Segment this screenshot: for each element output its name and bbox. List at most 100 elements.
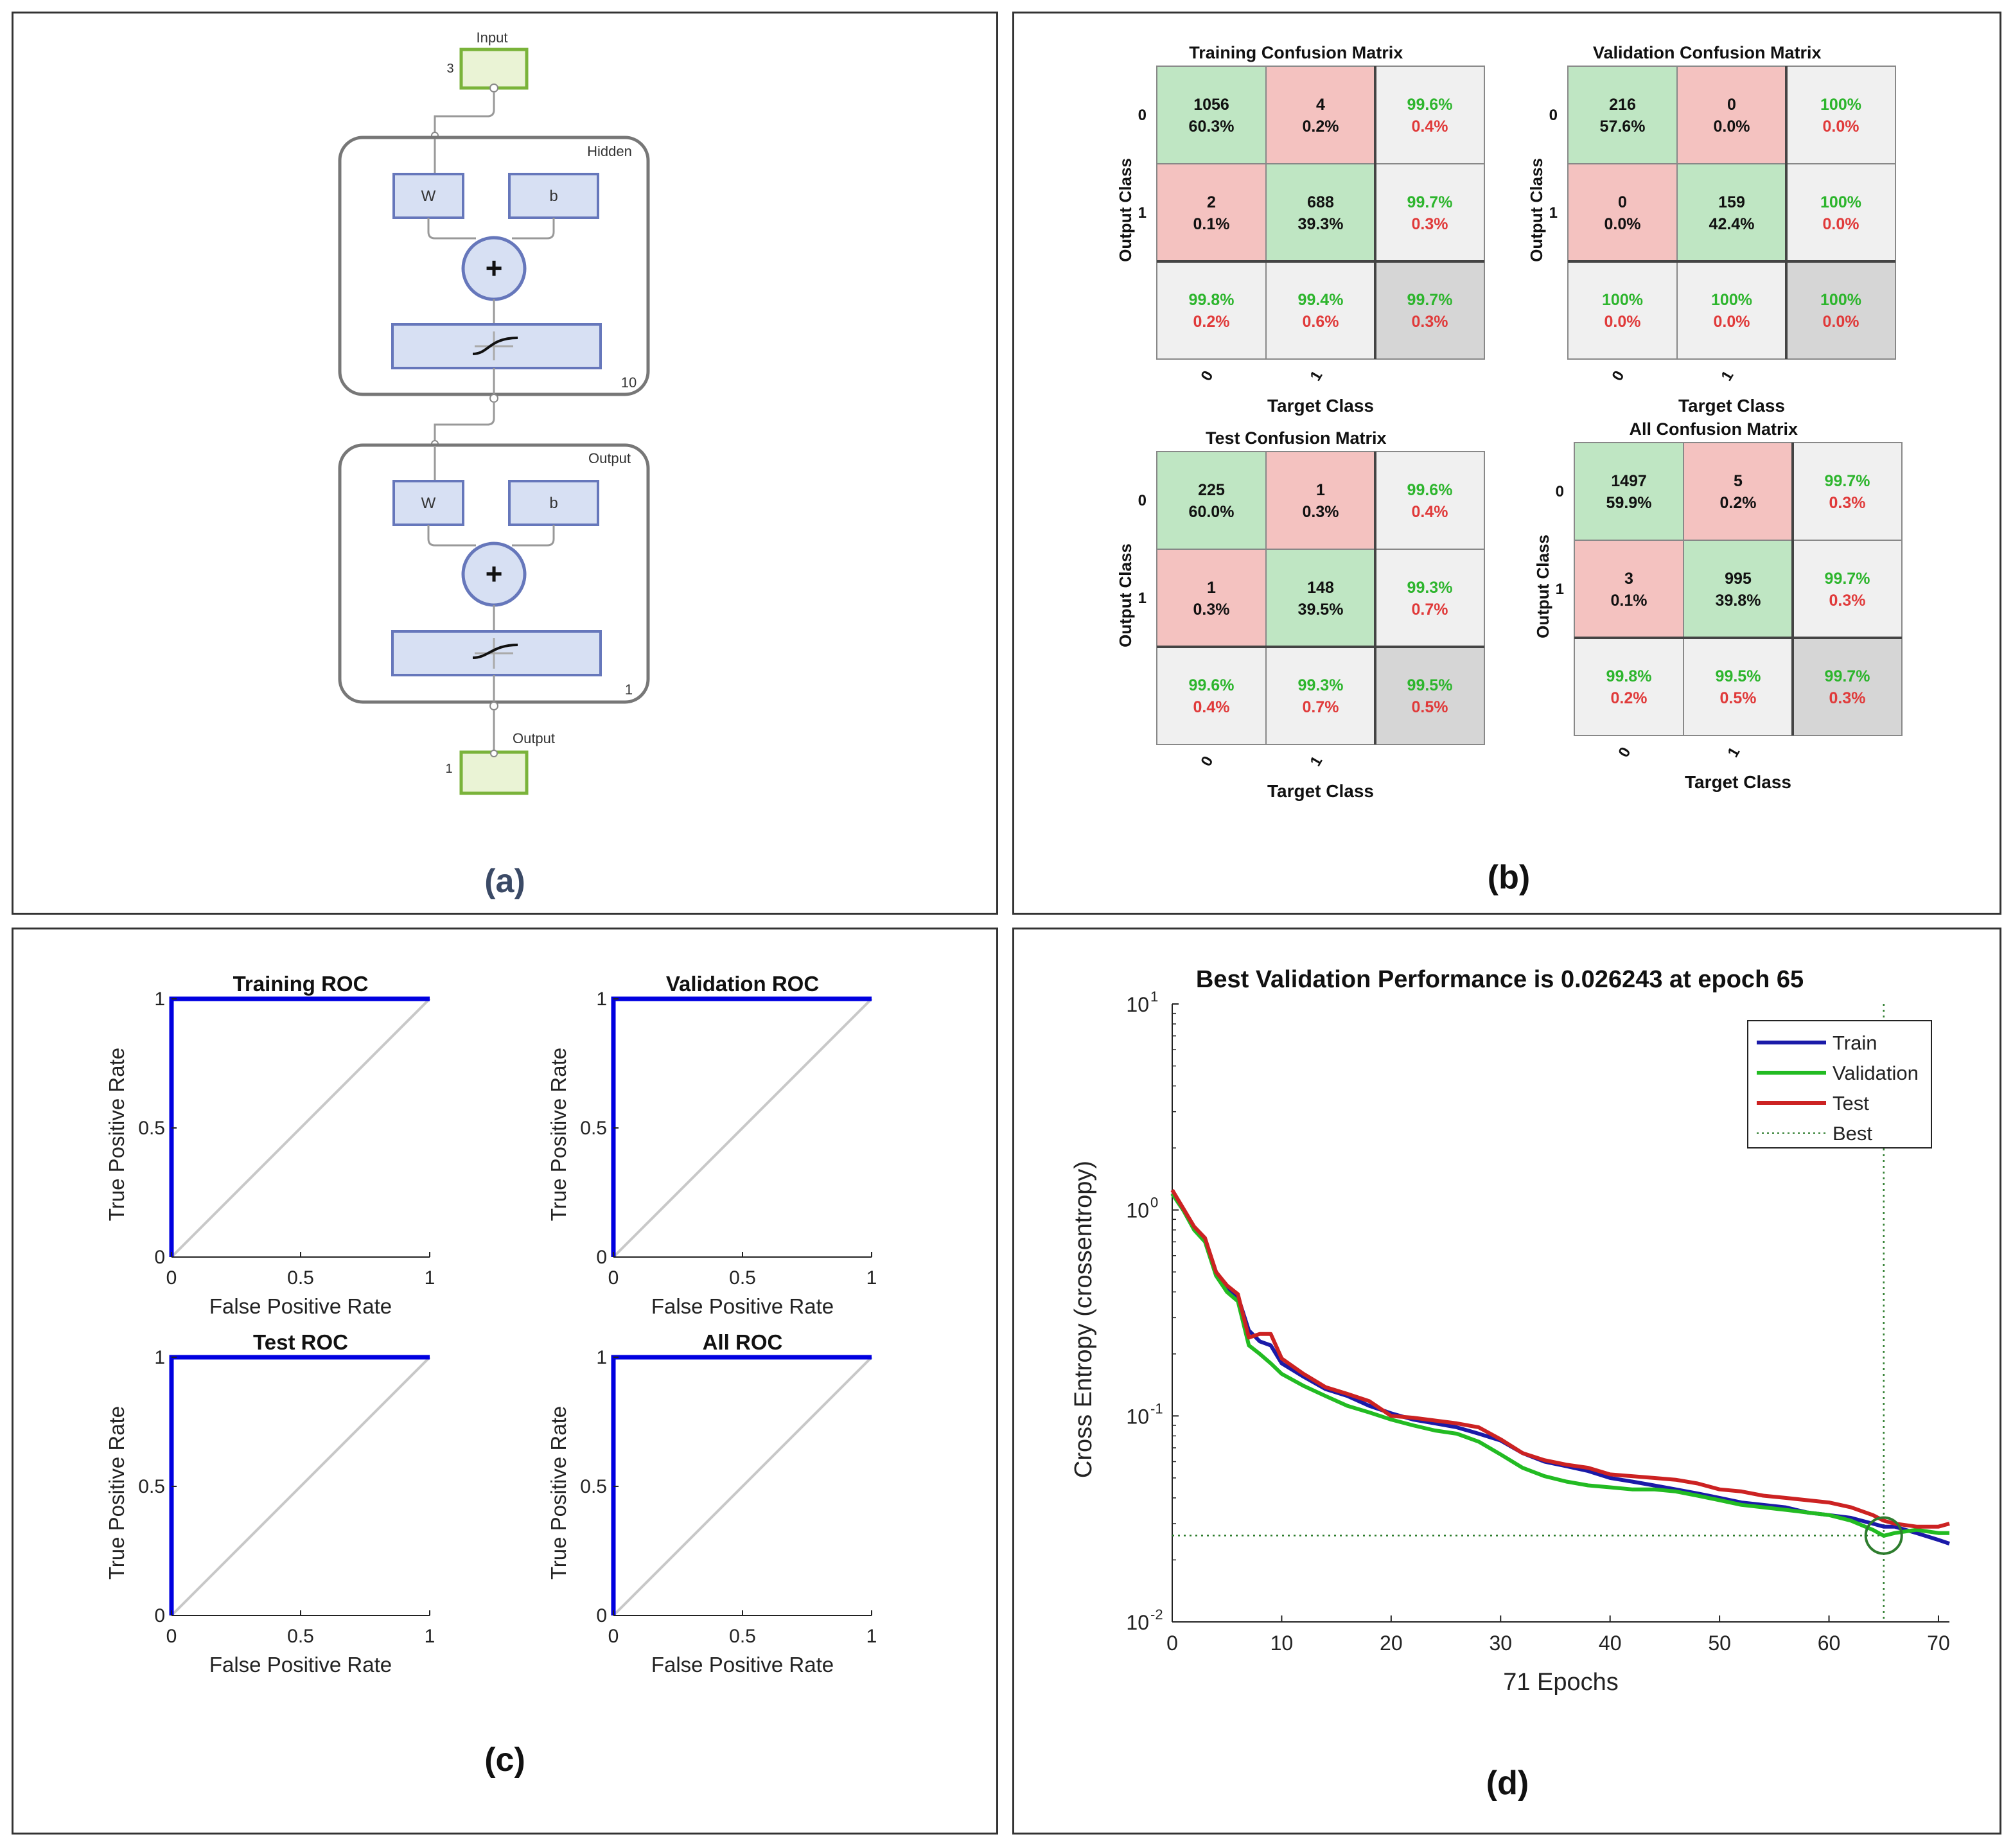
- roc-x-tick-label: 1: [866, 1626, 877, 1647]
- cm-correct-rate: 100%: [1820, 291, 1861, 309]
- cm-col-label: 0: [1615, 744, 1634, 761]
- cm-xlabel: Target Class: [1685, 772, 1791, 792]
- cm-count: 0: [1727, 96, 1736, 114]
- confusion-matrix-1: Validation Confusion Matrix 216 57.6% 0 0.0%…: [1527, 43, 1896, 416]
- roc-xlabel: False Positive Rate: [651, 1294, 834, 1318]
- cm-cell: [1156, 451, 1267, 550]
- cm-count: 1056: [1193, 96, 1229, 114]
- cm-cell: [1375, 163, 1485, 262]
- cm-correct-rate: 99.5%: [1407, 676, 1453, 694]
- cm-cell: [1567, 163, 1678, 262]
- cm-count: 1: [1316, 481, 1325, 499]
- perf-series-train: [1170, 1192, 1950, 1545]
- network-diagram: Input 3 Hidden 10 W b + Output 1 W: [338, 30, 650, 900]
- perf-x-tick-label: 50: [1708, 1632, 1731, 1655]
- cm-percent: 39.3%: [1298, 215, 1344, 233]
- cm-col-label: 0: [1197, 368, 1217, 384]
- panel-b: (b) Training Confusion Matrix 1056 60.3% 4 0…: [1012, 12, 2001, 915]
- roc-x-tick-label: 1: [425, 1267, 435, 1289]
- perf-x-tick-label: 20: [1380, 1632, 1403, 1655]
- cm-row-label: 0: [1549, 107, 1558, 124]
- perf-series-test: [1170, 1189, 1950, 1529]
- cm-percent: 42.4%: [1709, 215, 1755, 233]
- cm-cell: [1683, 637, 1793, 736]
- cm-count: 995: [1725, 570, 1752, 588]
- confusion-matrix-2: Test Confusion Matrix 225 60.0% 1 0.3% 99.6% 0…: [1116, 428, 1485, 801]
- cm-percent: 0.2%: [1720, 494, 1757, 512]
- cm-cell: [1676, 163, 1787, 262]
- cm-correct-rate: 99.3%: [1298, 676, 1344, 694]
- cm-col-label: 0: [1608, 368, 1628, 384]
- cm-title: Validation Confusion Matrix: [1593, 43, 1822, 62]
- roc-diagonal: [612, 1356, 873, 1617]
- cm-cell: [1375, 66, 1485, 164]
- perf-x-tick-label: 0: [1166, 1632, 1178, 1655]
- roc-diagonal: [170, 1356, 431, 1617]
- cm-ylabel: Output Class: [1116, 158, 1135, 262]
- performance-plot: (d) Best Validation Performance is 0.026…: [1070, 966, 1950, 1802]
- cm-cell: [1375, 451, 1485, 550]
- cm-cell: [1786, 261, 1896, 360]
- cm-cell: [1786, 66, 1896, 164]
- cm-percent: 0.2%: [1303, 118, 1339, 136]
- cm-cell: [1375, 261, 1485, 360]
- cm-cell: [1567, 66, 1678, 164]
- tansig-curve-icon: [475, 331, 513, 360]
- cm-cell: [1567, 261, 1678, 360]
- panel-c: (c) Training ROC 0 0.5 1 0 0.5 1 False Positive…: [12, 928, 998, 1835]
- roc-ylabel: True Positive Rate: [105, 1406, 128, 1580]
- cm-title: Training Confusion Matrix: [1189, 43, 1403, 62]
- cm-cell: [1574, 442, 1684, 541]
- perf-y-tick-exponent: 0: [1150, 1195, 1158, 1211]
- cm-percent: 39.8%: [1716, 592, 1761, 610]
- cm-cell: [1265, 549, 1376, 647]
- roc-y-tick-label: 0.5: [138, 1476, 165, 1497]
- cm-correct-rate: 99.6%: [1189, 676, 1235, 694]
- cm-row-label: 0: [1138, 492, 1147, 509]
- cm-percent: 59.9%: [1606, 494, 1652, 512]
- cm-cell: [1156, 163, 1267, 262]
- hidden-transfer-block: [391, 323, 602, 369]
- cm-correct-rate: 99.6%: [1407, 481, 1453, 499]
- cm-count: 1: [1207, 579, 1216, 597]
- output-weight-block: [392, 480, 464, 526]
- perf-y-tick-exponent: -2: [1150, 1606, 1163, 1623]
- cm-correct-rate: 100%: [1602, 291, 1643, 309]
- perf-xlabel: 71 Epochs: [1503, 1669, 1619, 1696]
- perf-x-tick-label: 40: [1599, 1632, 1622, 1655]
- cm-correct-rate: 99.7%: [1407, 193, 1453, 211]
- cm-percent: 57.6%: [1600, 118, 1646, 136]
- cm-row-label: 1: [1549, 204, 1558, 222]
- input-size: 3: [446, 62, 453, 76]
- cm-col-label: 1: [1718, 368, 1737, 384]
- cm-row-label: 1: [1556, 581, 1564, 598]
- output-layer-title: Output: [588, 450, 631, 466]
- cm-col-label: 1: [1306, 753, 1326, 770]
- cm-percent: 0.0%: [1604, 215, 1641, 233]
- perf-y-tick-label: 10: [1126, 1405, 1149, 1428]
- cm-ylabel: Output Class: [1533, 534, 1552, 638]
- cm-error-rate: 0.0%: [1604, 313, 1641, 331]
- cm-cell: [1265, 66, 1376, 164]
- panel-a: Input 3 Hidden 10 W b + Output 1 W: [12, 12, 998, 915]
- perf-y-tick-label: 10: [1126, 1199, 1149, 1222]
- cm-cell: [1265, 451, 1376, 550]
- roc-y-tick-label: 1: [596, 1347, 607, 1368]
- cm-count: 216: [1609, 96, 1636, 114]
- cm-row-label: 0: [1138, 107, 1147, 124]
- cm-title: Test Confusion Matrix: [1206, 428, 1387, 448]
- cm-correct-rate: 100%: [1820, 96, 1861, 114]
- cm-count: 688: [1307, 193, 1334, 211]
- roc-x-tick-label: 0.5: [287, 1626, 314, 1647]
- hidden-bias-block: [508, 173, 599, 219]
- cm-count: 148: [1307, 579, 1334, 597]
- cm-xlabel: Target Class: [1267, 781, 1374, 801]
- cm-correct-rate: 99.7%: [1407, 291, 1453, 309]
- cm-percent: 0.1%: [1193, 215, 1230, 233]
- cm-cell: [1156, 66, 1267, 164]
- cm-error-rate: 0.3%: [1412, 313, 1448, 331]
- output-plus: +: [486, 557, 503, 590]
- hidden-w-label: W: [421, 188, 436, 205]
- roc-ylabel: True Positive Rate: [547, 1406, 570, 1580]
- cm-cell: [1156, 261, 1267, 360]
